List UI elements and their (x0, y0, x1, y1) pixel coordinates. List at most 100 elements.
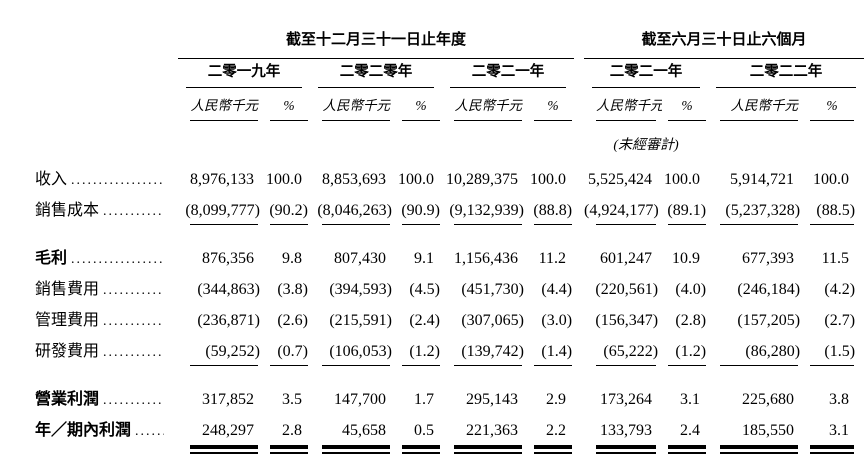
separator-rule-row (0, 364, 864, 376)
amount-value: (9,132,939) (449, 202, 524, 219)
amount-value: (156,347) (595, 312, 659, 329)
percent-value: 100.0 (664, 171, 701, 188)
amount-value: (215,591) (329, 312, 392, 329)
column-underline (402, 224, 440, 225)
table-row: 收入......................................… (0, 161, 864, 192)
amount-value: (8,046,263) (317, 202, 392, 219)
column-underline (534, 365, 573, 366)
amount-value: 221,363 (466, 422, 518, 439)
column-underline (596, 224, 657, 225)
double-total-rule (596, 445, 657, 454)
amount-value: 45,658 (342, 422, 386, 439)
year-header-2021: 二零二一年 (442, 58, 574, 88)
period-header-row: 截至十二月三十一日止年度 截至六月三十日止六個月 (0, 20, 865, 59)
row-label: 研發費用....................................… (0, 333, 178, 364)
percent-value: 2.8 (282, 422, 302, 439)
percent-value: (1.2) (675, 343, 707, 360)
percent-value: 1.7 (414, 391, 434, 408)
amount-value: (86,280) (745, 343, 801, 360)
double-total-rule (720, 445, 799, 454)
percent-value: (1.2) (409, 343, 440, 360)
row-label: 銷售成本....................................… (0, 192, 178, 223)
percent-label: % (396, 88, 442, 121)
income-statement-table: 截至十二月三十一日止年度 截至六月三十日止六個月 二零一九年 二零二零年 二零二… (0, 20, 865, 463)
dot-leader: ........................................… (71, 173, 164, 188)
column-underline (454, 224, 522, 225)
percent-value: (4.4) (541, 281, 573, 298)
double-total-rule (270, 445, 308, 454)
dot-leader: ........................................… (135, 424, 164, 439)
percent-value: (90.9) (401, 202, 440, 219)
table-row: 年／期內利潤..................................… (0, 412, 864, 443)
amount-value: 133,793 (600, 422, 653, 439)
column-underline (810, 365, 855, 366)
percent-value: (89.1) (667, 202, 707, 219)
table-row: 銷售成本....................................… (0, 192, 864, 223)
percent-value: (90.2) (269, 202, 308, 219)
double-total-rule (402, 445, 440, 454)
row-label-text: 營業利潤 (35, 391, 100, 408)
percent-value: 3.1 (680, 391, 701, 408)
dot-leader: ........................................… (103, 204, 164, 219)
percent-value: 9.1 (414, 250, 434, 267)
amount-value: 317,852 (202, 391, 254, 408)
column-underline (402, 365, 440, 366)
percent-value: (3.0) (541, 312, 573, 329)
percent-value: (0.7) (277, 343, 308, 360)
percent-value: 100.0 (530, 171, 567, 188)
unit-label: 人民幣千元 (584, 88, 662, 121)
amount-value: 1,156,436 (454, 250, 518, 267)
column-underline (190, 365, 258, 366)
double-total-rule (534, 445, 573, 454)
row-label: 銷售費用....................................… (0, 271, 178, 302)
column-underline (720, 365, 799, 366)
row-label: 管理費用....................................… (0, 302, 178, 333)
column-underline (668, 224, 707, 225)
amount-value: 5,914,721 (730, 171, 795, 188)
column-underline (720, 224, 799, 225)
amount-value: (236,871) (197, 312, 260, 329)
dot-leader: ........................................… (103, 345, 164, 360)
amount-value: 601,247 (600, 250, 653, 267)
percent-value: 11.5 (821, 250, 850, 267)
amount-value: 185,550 (742, 422, 795, 439)
column-underline (596, 365, 657, 366)
grand-total-rule-row (0, 443, 864, 463)
amount-value: (5,237,328) (725, 202, 801, 219)
separator-rule-row (0, 223, 864, 235)
amount-value: (344,863) (197, 281, 260, 298)
percent-value: 3.1 (829, 422, 850, 439)
year-header-interim-2022: 二零二二年 (708, 58, 864, 88)
column-underline (322, 365, 390, 366)
percent-value: (2.4) (409, 312, 440, 329)
double-total-rule (454, 445, 522, 454)
amount-value: (139,742) (461, 343, 524, 360)
percent-value: (4.0) (675, 281, 707, 298)
year-header-2020: 二零二零年 (310, 58, 442, 88)
amount-value: 147,700 (334, 391, 386, 408)
amount-value: (4,924,177) (584, 202, 659, 219)
amount-value: 5,525,424 (588, 171, 653, 188)
percent-value: 2.4 (680, 422, 701, 439)
percent-value: (4.2) (824, 281, 856, 298)
row-label: 年／期內利潤..................................… (0, 412, 178, 443)
row-label: 毛利......................................… (0, 235, 178, 271)
amount-value: 807,430 (334, 250, 386, 267)
year-header-row: 二零一九年 二零二零年 二零二一年 二零二一年 二零二二年 (0, 58, 864, 88)
percent-value: 2.9 (546, 391, 567, 408)
dot-leader: ........................................… (71, 252, 164, 267)
dot-leader: ........................................… (103, 393, 164, 408)
year-header-2019: 二零一九年 (178, 58, 310, 88)
amount-value: (59,252) (205, 343, 260, 360)
amount-value: 8,976,133 (190, 171, 254, 188)
unit-header-row: 人民幣千元 % 人民幣千元 % 人民幣千元 % 人民幣千元 % 人民幣千元 % (0, 88, 864, 121)
column-underline (810, 224, 855, 225)
row-label: 收入......................................… (0, 161, 178, 192)
row-label-text: 管理費用 (35, 312, 100, 329)
percent-value: 2.2 (546, 422, 567, 439)
table-row: 毛利......................................… (0, 235, 864, 271)
percent-value: (88.8) (533, 202, 573, 219)
column-underline (668, 365, 707, 366)
percent-value: 100.0 (266, 171, 302, 188)
